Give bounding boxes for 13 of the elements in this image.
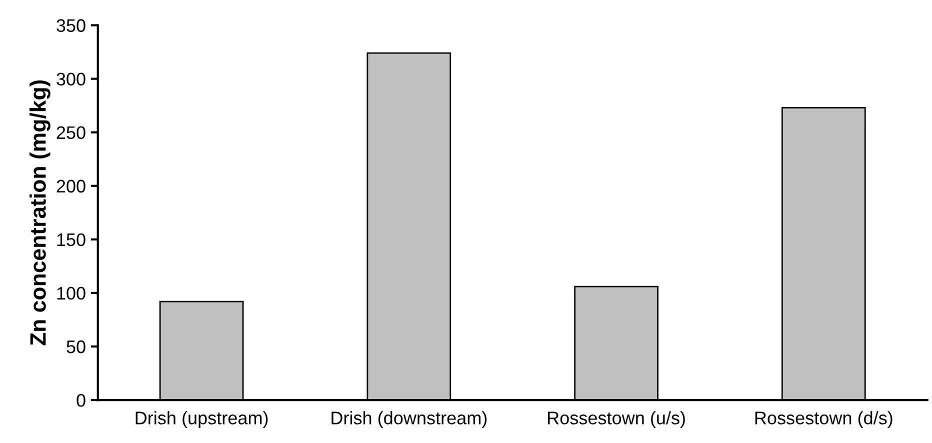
y-tick-label: 100 [57, 286, 86, 300]
x-tick-label: Rossestown (u/s) [548, 411, 685, 428]
y-tick-label: 0 [76, 394, 86, 407]
y-tick-label: 200 [56, 180, 86, 193]
x-tick-label: Drish (downstream) [332, 411, 487, 428]
x-tick-label: Drish (upstream) [136, 411, 268, 428]
x-tick-label: Rossestown (d/s) [755, 411, 892, 428]
y-axis-title: Zn concentration (mg/kg) [30, 80, 50, 346]
y-tick-label: 350 [56, 19, 86, 32]
y-tick-label: 250 [56, 126, 86, 140]
y-tick-label: 150 [57, 233, 86, 246]
y-tick-label: 50 [66, 340, 86, 354]
y-tick-label: 300 [56, 72, 86, 86]
